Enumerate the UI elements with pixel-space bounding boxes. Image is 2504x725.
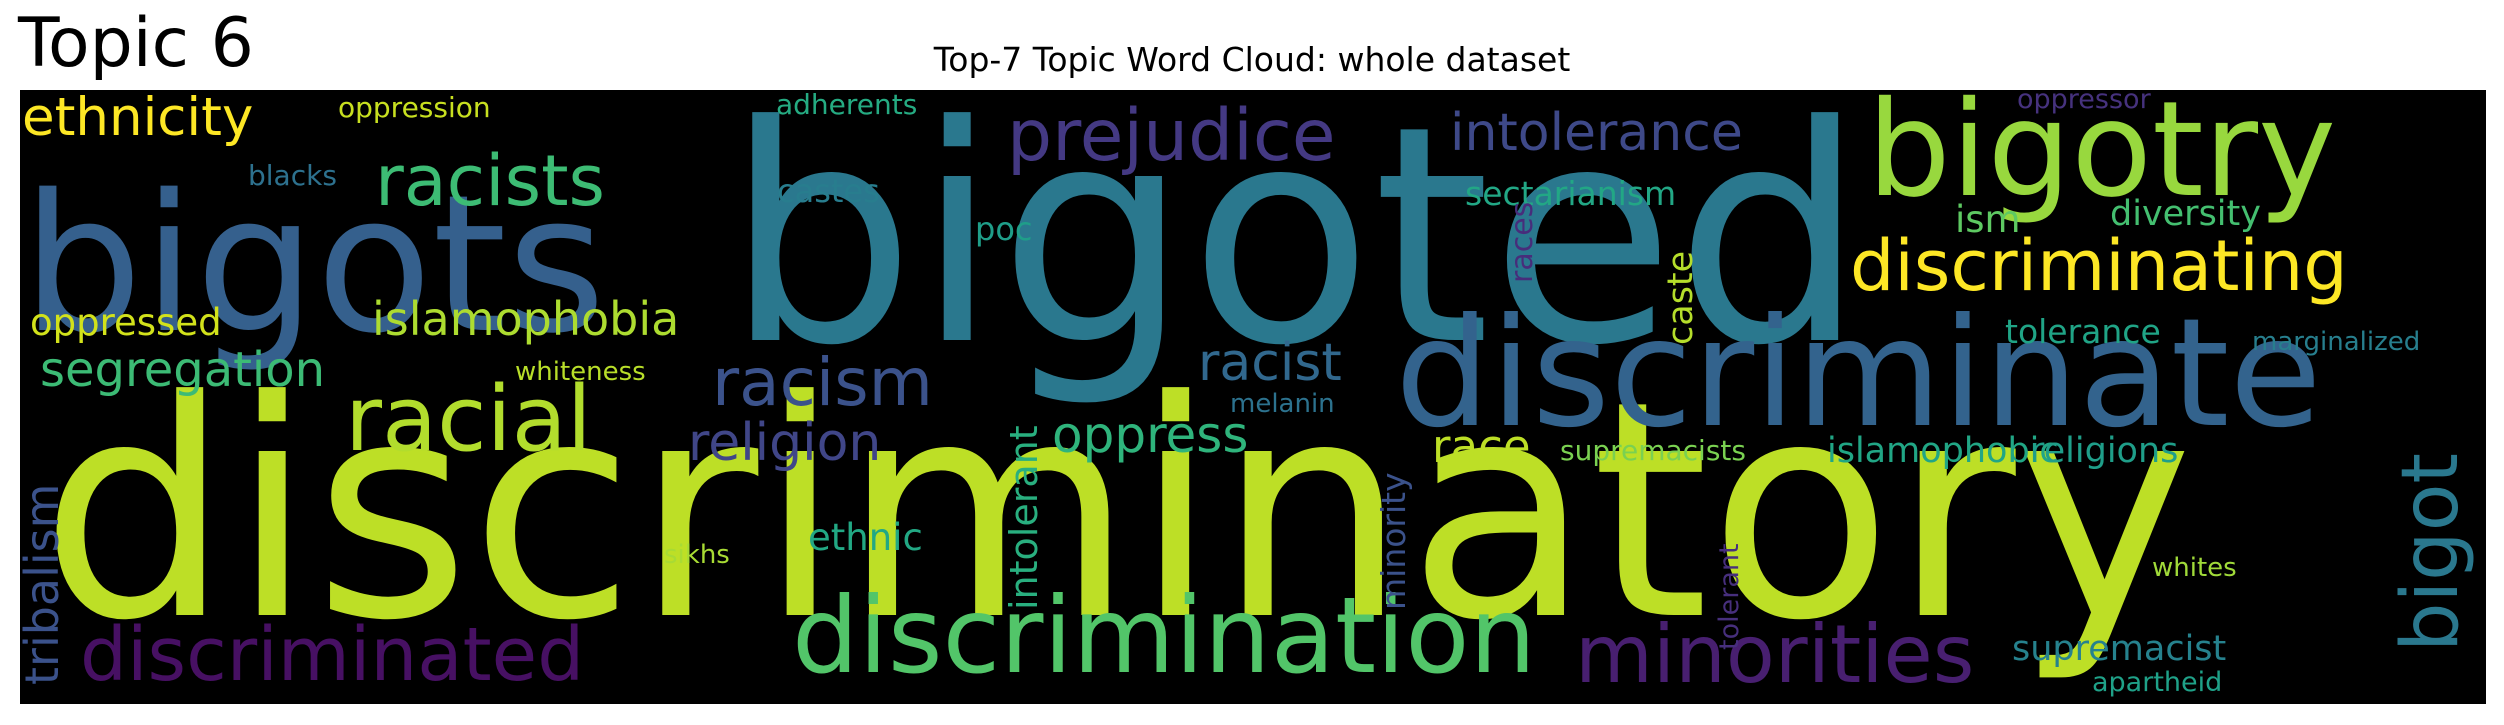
- cloud-word: race: [1432, 420, 1531, 473]
- cloud-word: discriminated: [80, 612, 584, 698]
- cloud-word: islamophobic: [1827, 431, 2059, 471]
- cloud-word: tolerant: [1714, 543, 1745, 650]
- cloud-word: supremacist: [2012, 629, 2226, 669]
- cloud-word: tribalism: [20, 484, 69, 685]
- cloud-word: marginalized: [2252, 327, 2420, 357]
- cloud-word: oppression: [338, 91, 491, 124]
- cloud-word: discrimination: [792, 575, 1536, 697]
- cloud-word: oppressor: [2017, 90, 2152, 115]
- cloud-word: diversity: [2110, 194, 2261, 234]
- word-cloud-title: Top-7 Topic Word Cloud: whole dataset: [933, 40, 1571, 79]
- cloud-word: intolerant: [1002, 425, 1046, 610]
- cloud-word: blacks: [248, 159, 337, 192]
- word-cloud-background: [20, 90, 2486, 704]
- cloud-word: castes: [777, 172, 880, 210]
- cloud-word: apartheid: [2092, 667, 2222, 698]
- cloud-word: supremacists: [1560, 434, 1746, 467]
- cloud-word: islamophobia: [372, 292, 679, 346]
- cloud-word: intolerance: [1450, 103, 1743, 163]
- cloud-word: poc: [975, 210, 1032, 248]
- cloud-word: oppressed: [30, 301, 222, 344]
- cloud-word: melanin: [1230, 389, 1335, 419]
- cloud-word: tolerance: [2005, 312, 2161, 351]
- cloud-word: ethnic: [808, 516, 923, 559]
- cloud-word: bigots: [22, 154, 606, 375]
- cloud-word: whites: [2152, 553, 2237, 583]
- cloud-word: racist: [1198, 333, 1342, 393]
- cloud-word: prejudice: [1007, 94, 1336, 177]
- cloud-word: minorities: [1575, 608, 1974, 701]
- cloud-word: ism: [1955, 198, 2021, 241]
- cloud-word: races: [1505, 202, 1540, 283]
- cloud-word: racial: [345, 367, 592, 472]
- cloud-word: religions: [2030, 431, 2178, 471]
- cloud-word: discriminatory: [40, 337, 2193, 686]
- cloud-word: racism: [712, 344, 933, 421]
- cloud-word: caste: [1661, 251, 1701, 345]
- cloud-word: bigot: [2386, 453, 2476, 652]
- cloud-word: segregation: [40, 342, 325, 398]
- cloud-word: ethnicity: [22, 90, 253, 148]
- cloud-word: adherents: [776, 90, 917, 121]
- cloud-word: sikhs: [664, 540, 730, 570]
- cloud-word: discriminating: [1850, 225, 2348, 307]
- cloud-word: bigoted: [725, 90, 1865, 411]
- topic-heading: Topic 6: [18, 4, 254, 83]
- cloud-word: whiteness: [515, 357, 646, 387]
- cloud-word: oppress: [1052, 406, 1248, 464]
- cloud-word: racists: [375, 140, 605, 222]
- cloud-word: minority: [1374, 472, 1413, 610]
- cloud-word: religion: [688, 413, 881, 473]
- cloud-word: sectarianism: [1465, 174, 1676, 213]
- cloud-word: discriminate: [1395, 287, 2322, 461]
- cloud-word: bigotry: [1867, 90, 2336, 227]
